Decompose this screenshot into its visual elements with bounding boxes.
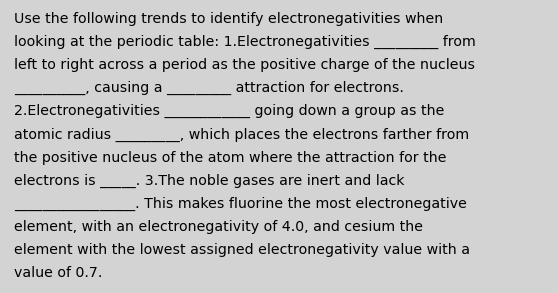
Text: left to right across a period as the positive charge of the nucleus: left to right across a period as the pos… — [14, 58, 475, 72]
Text: _________________. This makes fluorine the most electronegative: _________________. This makes fluorine t… — [14, 197, 467, 211]
Text: element, with an electronegativity of 4.0, and cesium the: element, with an electronegativity of 4.… — [14, 220, 423, 234]
Text: the positive nucleus of the atom where the attraction for the: the positive nucleus of the atom where t… — [14, 151, 446, 165]
Text: value of 0.7.: value of 0.7. — [14, 266, 102, 280]
Text: 2.Electronegativities ____________ going down a group as the: 2.Electronegativities ____________ going… — [14, 104, 444, 118]
Text: atomic radius _________, which places the electrons farther from: atomic radius _________, which places th… — [14, 127, 469, 142]
Text: looking at the periodic table: 1.Electronegativities _________ from: looking at the periodic table: 1.Electro… — [14, 35, 476, 49]
Text: electrons is _____. 3.The noble gases are inert and lack: electrons is _____. 3.The noble gases ar… — [14, 174, 405, 188]
Text: __________, causing a _________ attraction for electrons.: __________, causing a _________ attracti… — [14, 81, 404, 95]
Text: element with the lowest assigned electronegativity value with a: element with the lowest assigned electro… — [14, 243, 470, 257]
Text: Use the following trends to identify electronegativities when: Use the following trends to identify ele… — [14, 12, 443, 26]
